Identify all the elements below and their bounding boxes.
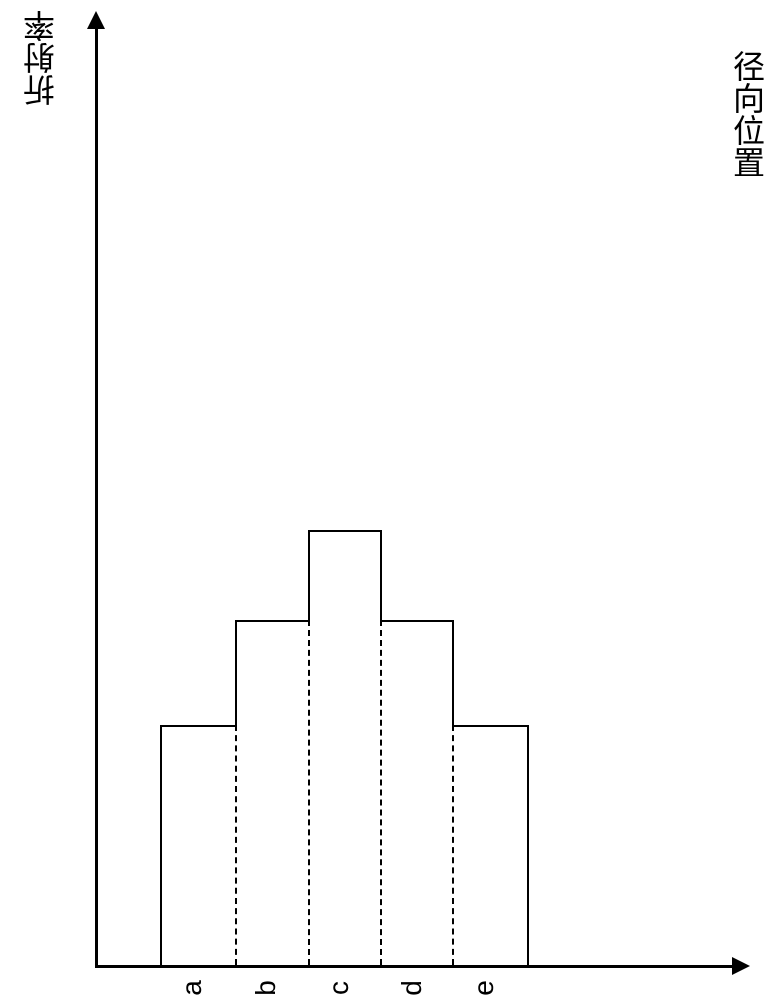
bar-e-right-edge bbox=[527, 725, 529, 965]
tick-label-d: d bbox=[396, 980, 428, 996]
edge-ab-dashed bbox=[235, 725, 237, 965]
tick-label-c: c bbox=[323, 981, 355, 995]
y-axis-label: 折射率 bbox=[18, 10, 64, 106]
y-axis-arrow bbox=[87, 11, 105, 29]
bar-d bbox=[380, 620, 452, 965]
x-axis-line bbox=[95, 965, 735, 968]
edge-ab-solid bbox=[235, 620, 237, 725]
edge-cd-dashed bbox=[380, 620, 382, 965]
y-axis-line bbox=[95, 25, 98, 965]
tick-label-a: a bbox=[176, 980, 208, 996]
edge-bc-solid bbox=[308, 530, 310, 620]
x-axis-arrow bbox=[732, 957, 750, 975]
bar-e bbox=[452, 725, 527, 965]
chart-container: 折射率 径向位置 a b c d e bbox=[0, 0, 775, 1000]
edge-bc-dashed bbox=[308, 620, 310, 965]
x-axis-label: 径向位置 bbox=[724, 50, 770, 178]
edge-de-solid bbox=[452, 620, 454, 725]
tick-label-e: e bbox=[468, 980, 500, 996]
edge-cd-solid bbox=[380, 530, 382, 620]
tick-label-b: b bbox=[250, 980, 282, 996]
bar-b bbox=[235, 620, 308, 965]
edge-de-dashed bbox=[452, 725, 454, 965]
bar-a-left-edge bbox=[160, 725, 162, 965]
bar-a bbox=[160, 725, 235, 965]
bar-c bbox=[308, 530, 380, 965]
